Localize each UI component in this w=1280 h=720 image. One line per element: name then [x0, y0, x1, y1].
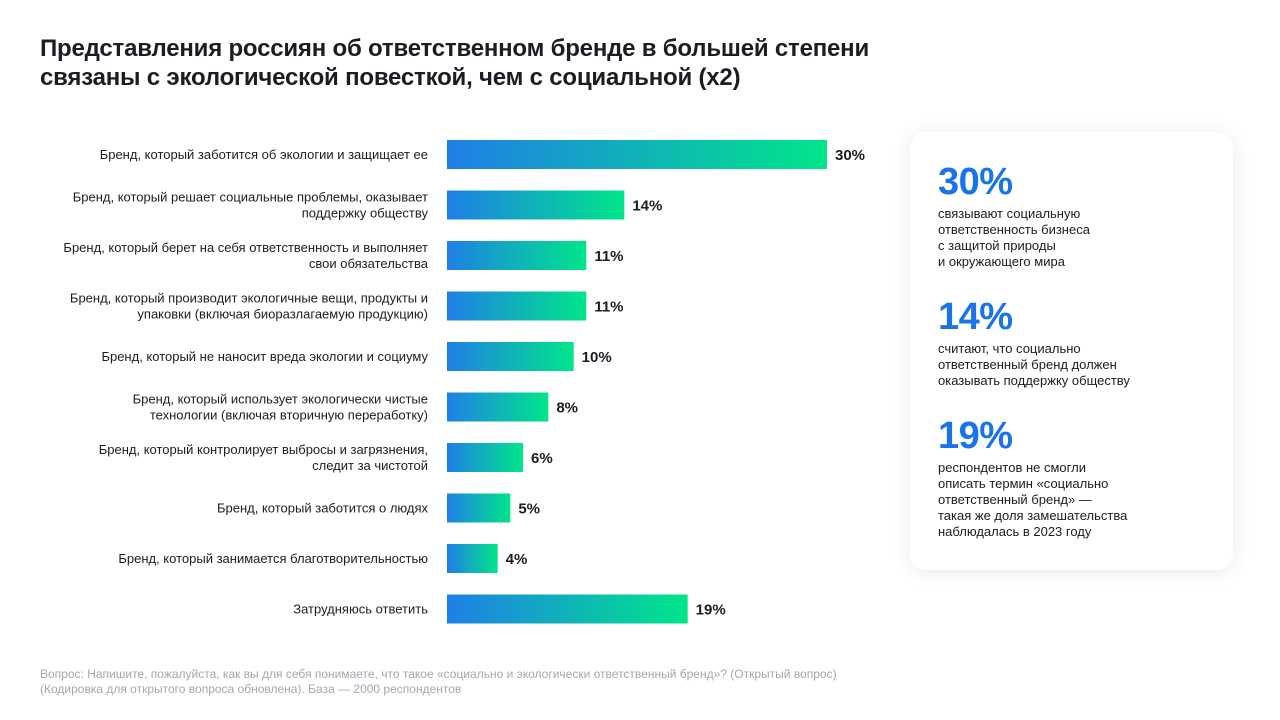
category-label: Бренд, который занимается благотворитель…: [118, 551, 428, 566]
title-line-1: Представления россиян об ответственном б…: [40, 35, 870, 62]
bar: [447, 291, 587, 321]
stat-description: респондентов не смогли описать термин «с…: [938, 460, 1218, 540]
stat-text-line: связывают социальную: [938, 206, 1081, 221]
category-label: Бренд, который решает социальные проблем…: [73, 190, 428, 205]
stat-block-1: 30% связывают социальную ответственность…: [938, 162, 1218, 270]
stat-number: 30%: [938, 161, 1013, 203]
category-label: технологии (включая вторичную переработк…: [150, 408, 428, 423]
category-label: Бренд, который производит экологичные ве…: [70, 291, 428, 306]
stat-number: 14%: [938, 296, 1013, 338]
footnote-line-1: Вопрос: Напишите, пожалуйста, как вы для…: [40, 667, 837, 681]
bar: [447, 392, 549, 422]
stat-text-line: наблюдалась в 2023 году: [938, 524, 1092, 539]
category-label: Бренд, который заботится о людях: [217, 501, 429, 516]
stat-block-2: 14% считают, что социально ответственный…: [938, 297, 1218, 389]
category-label: Затрудняюсь ответить: [293, 602, 428, 617]
stat-text-line: считают, что социально: [938, 341, 1081, 356]
bar-value-label: 19%: [696, 602, 726, 619]
category-label: следит за чистотой: [312, 458, 428, 473]
footnote: Вопрос: Напишите, пожалуйста, как вы для…: [40, 667, 940, 697]
stat-description: считают, что социально ответственный бре…: [938, 341, 1218, 389]
stat-text-line: респондентов не смогли: [938, 460, 1086, 475]
stat-text-line: ответственный бренд» —: [938, 492, 1092, 507]
bar: [447, 190, 625, 220]
stat-block-3: 19% респондентов не смогли описать терми…: [938, 416, 1218, 540]
category-label: Бренд, который контролирует выбросы и за…: [99, 442, 428, 457]
category-label: Бренд, который использует экологически ч…: [133, 392, 428, 407]
category-label: поддержку обществу: [302, 206, 429, 221]
bar: [447, 493, 511, 523]
bar: [447, 443, 523, 472]
bar: [447, 140, 827, 169]
bar-value-label: 6%: [531, 450, 553, 467]
stat-text-line: такая же доля замешательства: [938, 508, 1128, 523]
stat-number: 19%: [938, 415, 1013, 457]
bar-value-label: 14%: [632, 198, 662, 215]
stat-text-line: ответственный бренд должен: [938, 357, 1117, 372]
bar: [447, 544, 498, 573]
bar-value-label: 10%: [582, 349, 612, 366]
stat-text-line: с защитой природы: [938, 238, 1056, 253]
footnote-line-2: (Кодировка для открытого вопроса обновле…: [40, 682, 462, 696]
stat-text-line: и окружающего мира: [938, 254, 1065, 269]
page-title: Представления россиян об ответственном б…: [40, 34, 920, 92]
key-stats-card: 30% связывают социальную ответственность…: [910, 132, 1233, 570]
stat-text-line: оказывать поддержку обществу: [938, 373, 1130, 388]
bar-value-label: 5%: [518, 501, 540, 518]
category-label: Бренд, который заботится об экологии и з…: [100, 147, 428, 162]
bar: [447, 241, 587, 270]
bar-value-label: 11%: [594, 299, 623, 316]
category-label: Бренд, который не наносит вреда экологии…: [101, 349, 428, 364]
bar-value-label: 4%: [506, 551, 528, 568]
bar-chart: 30% Бренд, который заботится об экологии …: [63, 140, 865, 624]
title-line-2: связаны с экологической повесткой, чем с…: [40, 64, 741, 91]
bar-value-label: 8%: [556, 400, 578, 417]
bar-value-label: 30%: [835, 147, 865, 164]
bar: [447, 342, 574, 371]
category-label: свои обязательства: [309, 256, 429, 271]
category-label: упаковки (включая биоразлагаемую продукц…: [137, 307, 428, 322]
category-label: Бренд, который берет на себя ответственн…: [63, 240, 428, 255]
bar: [447, 594, 688, 624]
stat-text-line: ответственность бизнеса: [938, 222, 1090, 237]
stat-description: связывают социальную ответственность биз…: [938, 206, 1218, 270]
stat-text-line: описать термин «социально: [938, 476, 1109, 491]
bar-value-label: 11%: [594, 248, 623, 265]
